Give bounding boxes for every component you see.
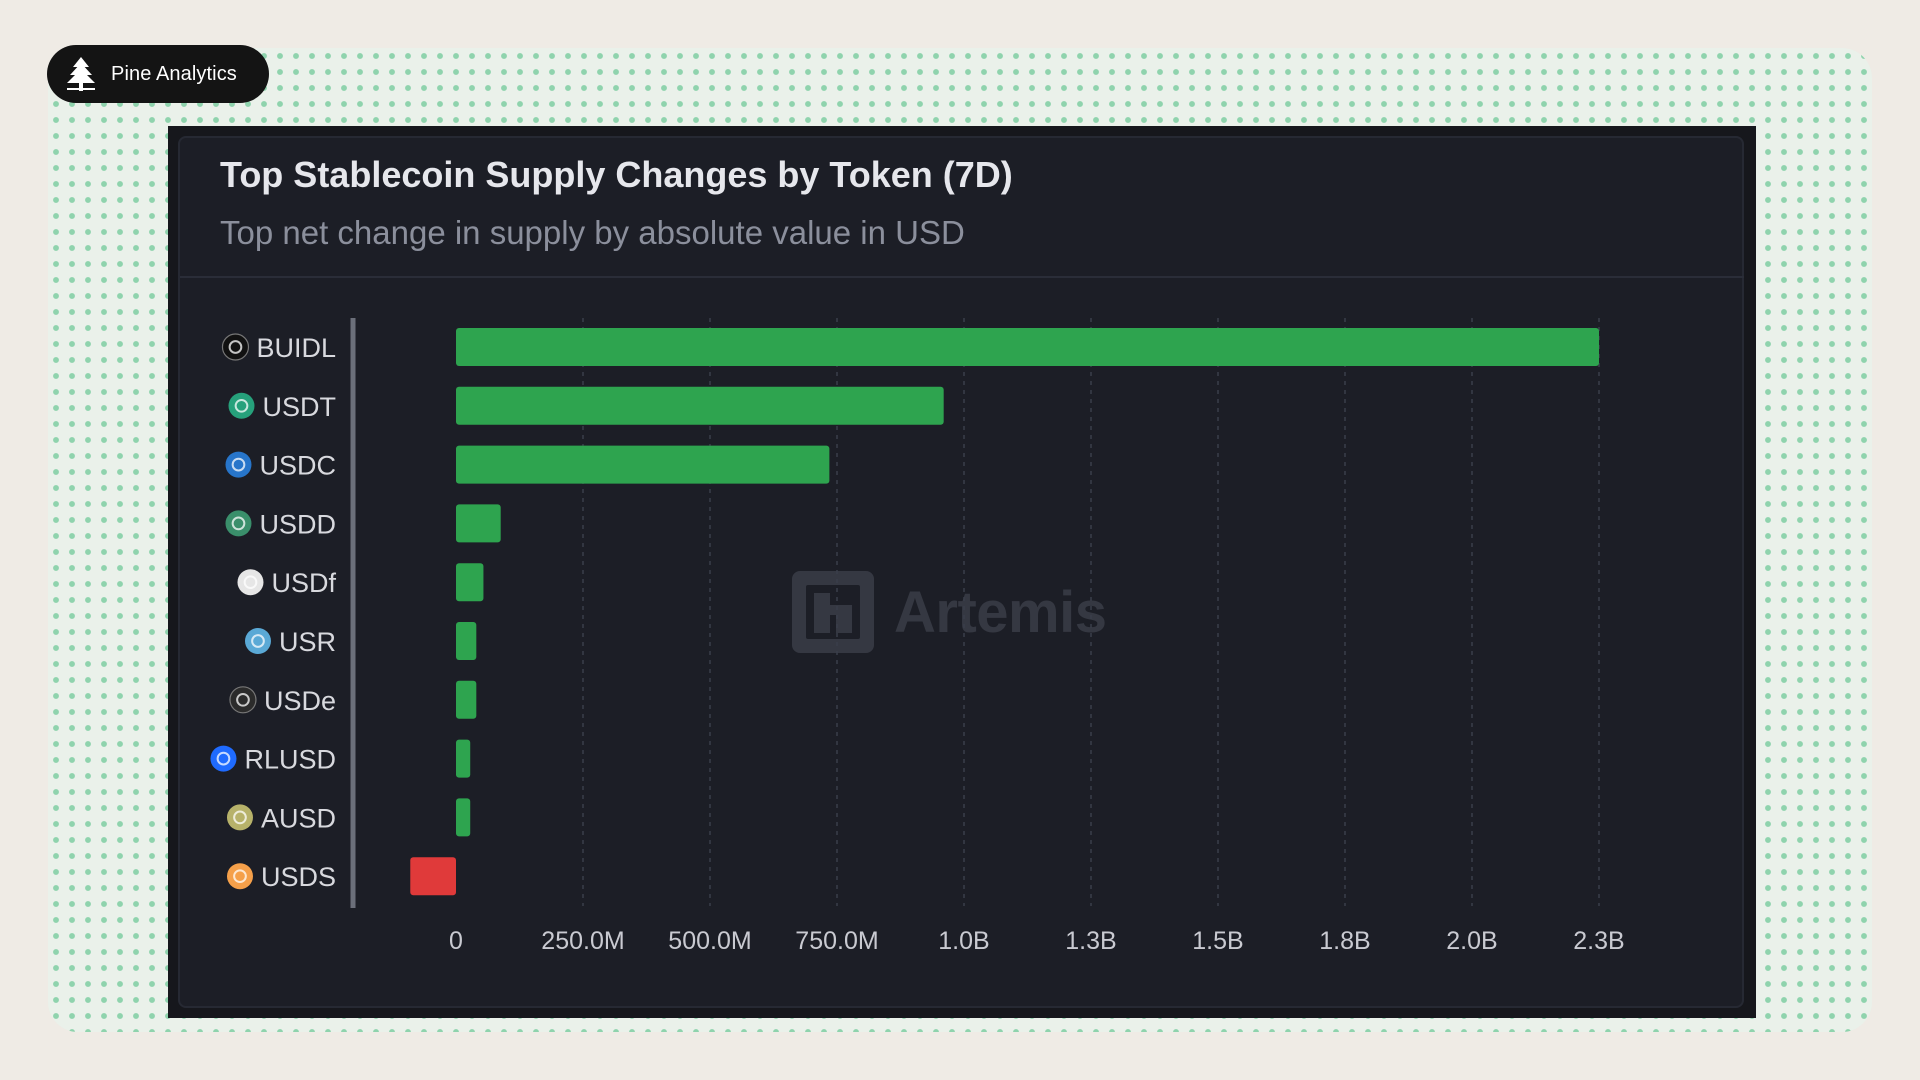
- usds-icon: [226, 863, 253, 890]
- buidl-icon: [221, 333, 250, 361]
- token-label: USDS: [261, 862, 336, 892]
- brand-name: Pine Analytics: [111, 62, 237, 85]
- bar-rlusd: [456, 739, 471, 778]
- artemis-logo-icon: [792, 571, 874, 653]
- usdd-icon: [225, 510, 252, 537]
- token-label: USDC: [259, 451, 336, 481]
- bar-usr: [456, 622, 477, 660]
- bar-buidl: [456, 328, 1599, 366]
- watermark-text: Artemis: [894, 579, 1107, 645]
- usr-icon-glyph: [251, 634, 265, 648]
- chart-subtitle: Top net change in supply by absolute val…: [220, 214, 965, 251]
- tether-icon-glyph: [234, 398, 249, 413]
- brand-badge: Pine Analytics: [47, 45, 269, 103]
- ausd-icon: [226, 804, 253, 831]
- x-tick-label: 1.3B: [1065, 927, 1116, 955]
- x-tick-label: 250.0M: [541, 927, 624, 955]
- usdf-icon: [237, 569, 264, 596]
- usdd-icon-glyph: [231, 516, 246, 531]
- x-tick-label: 500.0M: [668, 927, 751, 955]
- usde-icon-glyph: [236, 692, 250, 707]
- artemis-watermark: Artemis: [792, 571, 1107, 653]
- token-label: RLUSD: [244, 745, 336, 775]
- usdc-icon-glyph: [231, 457, 246, 472]
- x-tick-label: 0: [449, 927, 463, 955]
- bar-usdt: [456, 386, 944, 425]
- buidl-icon-glyph: [228, 340, 243, 354]
- pine-tree-icon: [67, 57, 95, 91]
- bar-usdc: [456, 445, 830, 484]
- token-label: USDf: [271, 568, 336, 598]
- usde-icon: [229, 686, 257, 714]
- token-label: USDe: [264, 686, 336, 716]
- usdc-icon: [225, 451, 252, 478]
- token-label: BUIDL: [256, 333, 336, 363]
- x-tick-label: 1.5B: [1192, 927, 1243, 955]
- token-label: USDD: [259, 509, 336, 539]
- token-label: USR: [279, 627, 336, 657]
- chart-title: Top Stablecoin Supply Changes by Token (…: [220, 154, 1013, 195]
- token-label: AUSD: [261, 803, 336, 833]
- bar-usds: [410, 857, 456, 896]
- x-tick-label: 750.0M: [795, 927, 878, 955]
- usr-icon: [244, 628, 271, 654]
- ausd-icon-glyph: [233, 810, 247, 825]
- x-tick-label: 1.0B: [938, 927, 989, 955]
- bar-ausd: [456, 798, 471, 837]
- x-tick-label: 2.3B: [1573, 927, 1624, 955]
- token-label: USDT: [263, 392, 337, 422]
- x-tick-label: 1.8B: [1319, 927, 1370, 955]
- x-tick-label: 2.0B: [1446, 927, 1497, 955]
- rlusd-icon-glyph: [216, 751, 231, 766]
- usdf-icon-glyph: [243, 575, 258, 590]
- bar-usde: [456, 680, 477, 719]
- tether-icon: [228, 392, 255, 419]
- bar-usdf: [456, 563, 484, 602]
- rlusd-icon: [210, 745, 237, 772]
- header-divider: [180, 276, 1744, 278]
- bar-usdd: [456, 504, 501, 543]
- usds-icon-glyph: [233, 869, 247, 884]
